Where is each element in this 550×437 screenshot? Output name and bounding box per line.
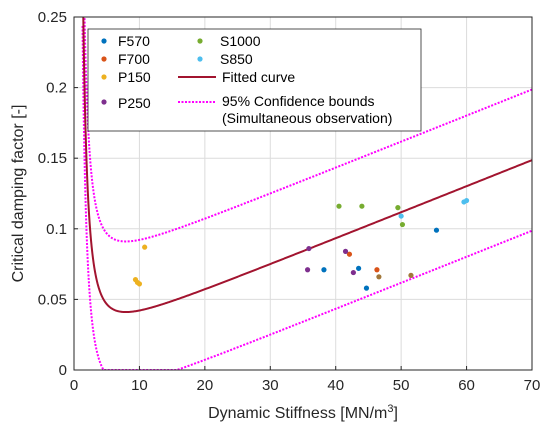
legend-label-f570: F570 [118,33,150,49]
data-point-p250 [342,248,349,254]
data-point-s1000 [399,221,406,228]
data-point-p250 [304,267,311,273]
data-point-p250 [350,269,356,276]
x-axis-label: Dynamic Stiffness [MN/m3] [208,403,398,422]
data-point-s1000 [395,205,401,211]
legend-label-f700: F700 [118,51,150,67]
x-tick-label: 10 [131,377,148,394]
legend-marker-p250 [101,99,107,105]
data-point-p150 [136,281,143,287]
data-points [132,197,470,291]
legend-label-confidence-bounds-line1: 95% Confidence bounds [222,93,375,109]
axes-box [73,16,533,371]
data-point-p250 [306,245,312,252]
y-tick-label: 0.2 [46,80,67,97]
x-tick-label: 40 [327,377,344,394]
data-point-f700 [374,267,380,273]
legend-label-p250: P250 [118,95,151,111]
legend: F570 F700 P150 P250 S1000 S850 Fitted cu… [87,28,422,132]
data-point-s1000 [359,203,365,209]
x-tick-label: 30 [262,377,279,394]
confidence-bound-upper [83,17,532,243]
legend-label-p150: P150 [118,69,151,85]
x-axis-label-superscript: 3 [387,403,393,415]
legend-label-fitted-curve: Fitted curve [222,69,295,85]
data-point-f570 [363,285,370,291]
data-point-f570 [433,227,440,233]
legend-marker-f570 [101,38,107,44]
x-axis-label-main: Dynamic Stiffness [MN/m [208,405,387,422]
y-axis-label: Critical damping factor [-] [10,105,27,283]
legend-marker-f700 [101,56,107,62]
data-point-f700 [346,251,353,257]
legend-box [87,28,422,132]
data-point-p150 [142,244,148,250]
legend-marker-s1000 [197,38,203,44]
tick-labels: 0 10 20 30 40 50 60 70 0 0.05 0.1 0.15 0.2 0.25 [38,9,541,394]
data-point-s850 [398,213,404,219]
legend-label-s1000: S1000 [220,33,261,49]
x-tick-label: 0 [70,377,78,394]
data-point-f570 [356,265,362,271]
y-tick-label: 0.05 [38,291,67,308]
legend-label-s850: S850 [220,51,253,67]
y-tick-label: 0.25 [38,9,67,26]
data-point-unlabeled [376,274,382,280]
y-tick-label: 0.15 [38,150,67,167]
x-axis-label-tail: ] [393,405,397,422]
x-tick-label: 70 [524,377,541,394]
data-point-f570 [321,267,327,273]
y-tick-label: 0 [59,362,67,379]
legend-label-confidence-bounds-line2: (Simultaneous observation) [222,110,392,126]
x-tick-label: 50 [393,377,410,394]
data-point-s1000 [336,203,342,209]
data-point-s850 [463,197,470,204]
y-tick-label: 0.1 [46,221,67,238]
x-tick-label: 20 [197,377,214,394]
legend-marker-s850 [197,56,203,62]
x-tick-label: 60 [458,377,475,394]
data-point-unlabeled [408,272,414,278]
legend-marker-p150 [101,74,107,80]
